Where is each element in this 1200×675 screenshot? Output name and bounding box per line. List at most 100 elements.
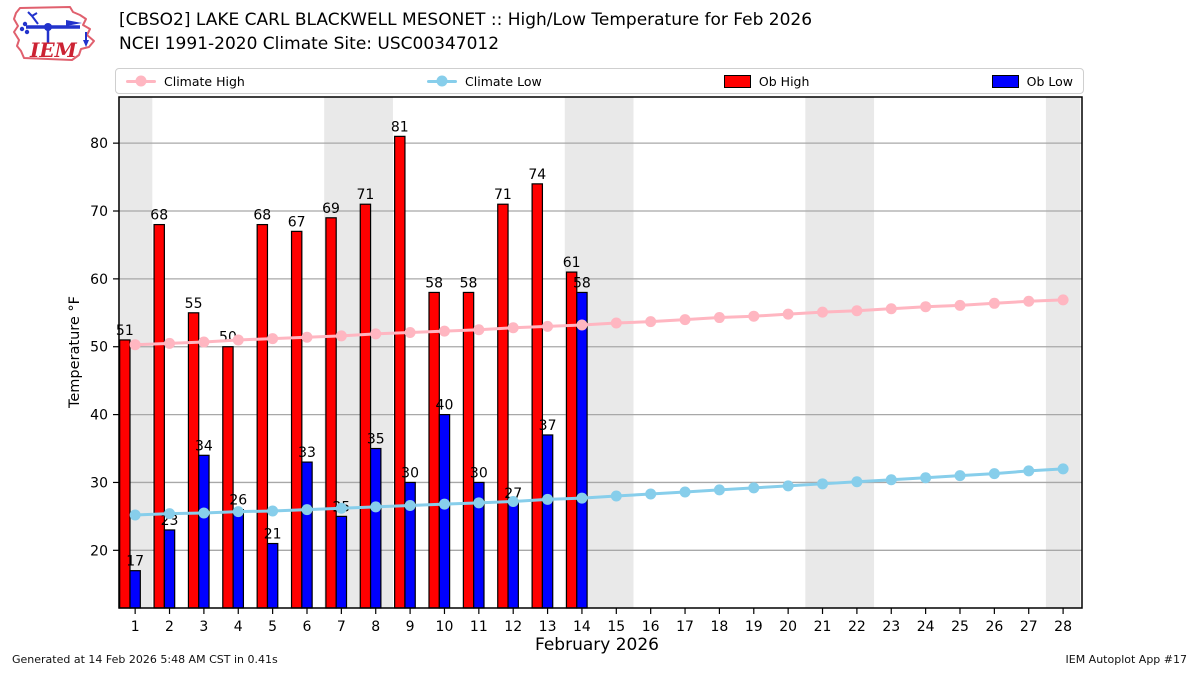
climate-low-marker	[335, 502, 347, 514]
ob-low-bar	[541, 434, 554, 609]
x-tick-label: 19	[745, 619, 763, 635]
x-tick-label: 7	[337, 619, 346, 635]
legend-item-ob-low: Ob Low	[991, 73, 1073, 89]
ob-low-value-label: 37	[539, 418, 557, 434]
climate-low-marker	[301, 504, 313, 516]
ob-low-value-label: 26	[229, 493, 247, 509]
ob-low-bar	[369, 447, 382, 609]
x-tick-label: 17	[676, 619, 694, 635]
generated-timestamp: Generated at 14 Feb 2026 5:48 AM CST in …	[12, 653, 278, 666]
climate-high-marker	[713, 312, 725, 324]
climate-high-marker	[404, 326, 416, 338]
x-tick-label: 8	[371, 619, 380, 635]
ob-low-value-label: 34	[195, 438, 213, 454]
climate-high-marker	[885, 303, 897, 315]
ob-low-bar	[266, 542, 279, 609]
climate-low-marker	[851, 476, 863, 488]
climate-high-marker	[301, 331, 313, 343]
legend-label-ob-low: Ob Low	[1026, 73, 1073, 89]
climate-low-marker	[576, 492, 588, 504]
ob-low-bar	[198, 454, 210, 609]
climate-low-marker	[920, 472, 932, 484]
ob-high-value-label: 71	[494, 187, 512, 203]
x-tick-label: 1	[131, 619, 140, 635]
ob-low-bar	[438, 413, 451, 609]
ob-low-bar	[576, 291, 588, 609]
ob-low-swatch-icon	[991, 74, 1019, 88]
weekend-band	[805, 97, 875, 608]
ob-low-bar	[301, 461, 313, 609]
climate-low-marker	[404, 500, 416, 512]
legend: Climate High Climate Low Ob High Ob Low	[115, 68, 1084, 94]
x-tick-label: 24	[917, 619, 935, 635]
ob-high-value-label: 68	[150, 208, 168, 224]
ob-high-bar	[359, 203, 372, 609]
iem-logo-text: IEM	[29, 38, 78, 62]
climate-high-marker	[920, 301, 932, 313]
climate-high-marker	[232, 334, 244, 346]
ob-high-value-label: 58	[460, 275, 478, 291]
climate-low-marker	[885, 474, 897, 486]
x-tick-label: 4	[234, 619, 243, 635]
climate-high-marker	[817, 306, 829, 318]
climate-low-line-icon	[427, 75, 458, 87]
x-tick-label: 10	[436, 619, 454, 635]
climate-high-marker	[1023, 295, 1035, 307]
x-tick-label: 13	[539, 619, 557, 635]
legend-label-climate-low: Climate Low	[465, 73, 542, 89]
x-tick-label: 21	[814, 619, 832, 635]
climate-high-marker	[679, 314, 691, 326]
ob-high-bar	[462, 291, 475, 609]
climate-low-marker	[782, 480, 794, 492]
climate-low-marker	[645, 488, 657, 500]
x-tick-label: 2	[165, 619, 174, 635]
ob-high-value-label: 68	[253, 208, 271, 224]
climate-low-marker	[679, 486, 691, 498]
ob-high-value-label: 55	[185, 296, 203, 312]
ob-high-swatch-icon	[723, 74, 751, 88]
ob-low-value-label: 17	[126, 554, 144, 570]
ob-low-bar	[335, 515, 348, 609]
chart-title: [CBSO2] LAKE CARL BLACKWELL MESONET :: H…	[119, 10, 813, 30]
y-tick-label: 50	[90, 340, 108, 356]
x-tick-label: 25	[951, 619, 969, 635]
ob-low-value-label: 27	[504, 486, 522, 502]
climate-high-marker	[473, 324, 485, 336]
climate-high-marker	[645, 316, 657, 328]
climate-low-marker	[1057, 463, 1069, 475]
climate-low-marker	[748, 482, 760, 494]
ob-high-bar	[187, 312, 200, 609]
x-tick-label: 11	[470, 619, 488, 635]
climate-high-marker	[1057, 294, 1069, 306]
chart-subtitle: NCEI 1991-2020 Climate Site: USC00347012	[119, 34, 500, 54]
legend-item-ob-high: Ob High	[723, 74, 809, 89]
climate-low-marker	[610, 490, 622, 502]
ob-high-value-label: 81	[391, 119, 409, 135]
ob-high-value-label: 71	[357, 187, 375, 203]
y-axis-label: Temperature °F	[67, 296, 83, 409]
ob-low-value-label: 23	[161, 513, 179, 529]
x-tick-label: 12	[504, 619, 522, 635]
climate-high-marker	[576, 319, 588, 331]
x-tick-label: 28	[1054, 619, 1072, 635]
x-tick-label: 15	[607, 619, 625, 635]
ob-high-bar	[256, 223, 269, 609]
ob-high-value-label: 69	[322, 201, 340, 217]
climate-low-marker	[438, 498, 450, 510]
app-credit: IEM Autoplot App #17	[1065, 653, 1188, 666]
ob-high-value-label: 67	[288, 214, 306, 230]
ob-high-bar	[153, 223, 165, 609]
climate-high-marker	[267, 333, 279, 345]
ob-low-value-label: 35	[367, 432, 385, 448]
ob-high-bar	[325, 217, 337, 609]
legend-label-climate-high: Climate High	[164, 73, 245, 89]
climate-high-marker	[198, 336, 210, 348]
climate-low-marker	[198, 507, 210, 519]
ob-low-value-label: 33	[298, 445, 316, 461]
climate-high-marker	[542, 320, 554, 332]
y-tick-label: 70	[90, 204, 108, 220]
x-tick-label: 22	[848, 619, 866, 635]
x-tick-label: 14	[573, 619, 591, 635]
climate-low-marker	[473, 497, 485, 509]
